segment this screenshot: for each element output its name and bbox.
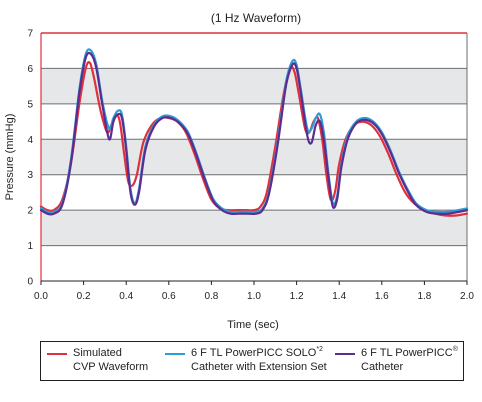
x-tick-label-1.2: 1.2: [290, 291, 304, 302]
y-tick-label-6: 6: [27, 64, 33, 75]
legend-swatch-simulated: [47, 353, 67, 355]
x-axis-ticks: 0.0 0.2 0.4 0.6 0.8 1.0 1.2 1.4 1.6 1.8 2.0: [34, 281, 474, 302]
y-tick-label-1: 1: [27, 241, 33, 252]
x-tick-label-0.0: 0.0: [34, 291, 48, 302]
grid-band-5: [41, 68, 467, 104]
legend: Simulated CVP Waveform 6 F TL PowerPICC …: [40, 341, 464, 381]
x-tick-label-0.6: 0.6: [162, 291, 176, 302]
legend-label-powerpicc-line1: 6 F TL PowerPICC: [361, 347, 453, 359]
y-tick-label-3: 3: [27, 170, 33, 181]
legend-label-powerpicc-sup: ®: [452, 346, 458, 353]
y-tick-label-7: 7: [27, 29, 33, 40]
legend-label-simulated-line1: Simulated: [73, 347, 122, 359]
series-line-powerpicc-solo: [39, 48, 469, 214]
grid-band-6: [41, 33, 467, 69]
x-tick-label-1.0: 1.0: [247, 291, 261, 302]
x-tick-label-2.0: 2.0: [460, 291, 474, 302]
y-tick-label-0: 0: [27, 277, 33, 288]
grid-band-2: [41, 174, 467, 211]
gridlines: [40, 32, 468, 282]
x-axis-label: Time (sec): [227, 319, 279, 331]
chart-title: (1 Hz Waveform): [211, 11, 301, 25]
legend-label-simulated-line2: CVP Waveform: [73, 361, 149, 373]
legend-label-powerpicc-line2: Catheter: [361, 361, 404, 373]
legend-label-solo-sup: *2: [316, 346, 323, 353]
x-tick-label-1.6: 1.6: [375, 291, 389, 302]
y-tick-label-4: 4: [27, 135, 33, 146]
legend-label-solo-line1: 6 F TL PowerPICC SOLO: [191, 347, 317, 359]
grid-band-3: [41, 139, 467, 175]
grid-band-0: [41, 245, 467, 281]
y-tick-label-5: 5: [27, 99, 33, 110]
legend-label-solo-line2: Catheter with Extension Set: [191, 361, 327, 373]
legend-label-powerpicc: 6 F TL PowerPICC® Catheter: [361, 346, 458, 374]
y-axis-ticks: 0 1 2 3 4 5 6 7: [27, 29, 33, 288]
plot-background: [41, 33, 467, 281]
legend-swatch-powerpicc: [335, 353, 355, 355]
y-axis-label: Pressure (mmHg): [4, 114, 16, 201]
legend-swatch-solo: [165, 353, 185, 355]
series-line-powerpicc: [39, 51, 469, 216]
x-tick-label-1.4: 1.4: [332, 291, 346, 302]
series-lines: [39, 48, 469, 217]
legend-label-simulated: Simulated CVP Waveform: [73, 346, 148, 374]
legend-label-solo: 6 F TL PowerPICC SOLO*2 Catheter with Ex…: [191, 346, 327, 374]
grid-band-1: [41, 210, 467, 246]
y-tick-label-2: 2: [27, 206, 33, 217]
x-tick-label-0.2: 0.2: [77, 291, 91, 302]
x-tick-label-0.8: 0.8: [204, 291, 218, 302]
x-tick-label-0.4: 0.4: [119, 291, 133, 302]
x-tick-label-1.8: 1.8: [417, 291, 431, 302]
